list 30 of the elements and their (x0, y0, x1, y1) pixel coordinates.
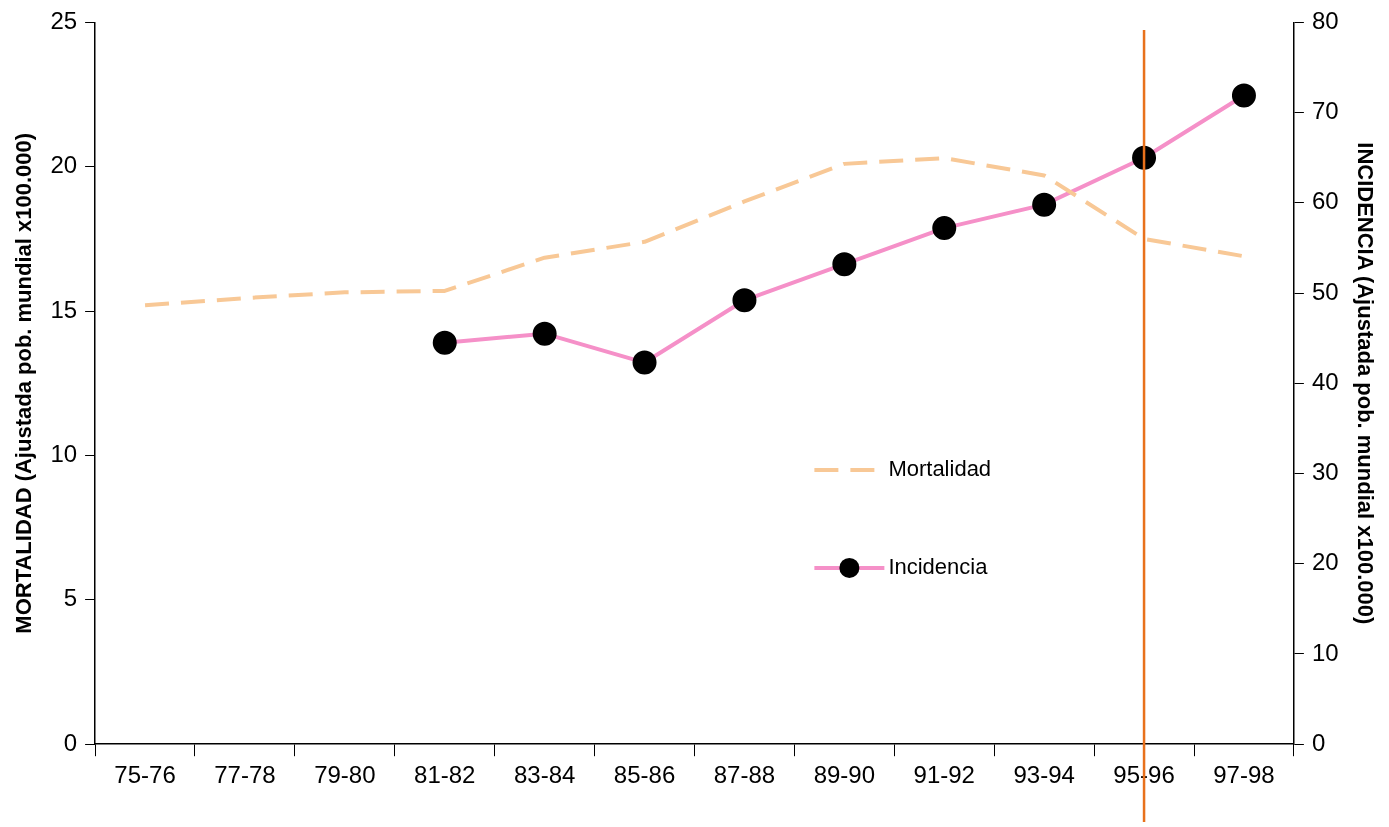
y2-tick-label: 50 (1311, 277, 1339, 305)
y-tick-label: 20 (50, 151, 78, 179)
y2-tick-label: 40 (1311, 367, 1339, 395)
x-tick-label: 91-92 (913, 761, 975, 789)
x-tick-label: 89-90 (813, 761, 876, 789)
legend-label: Mortalidad (888, 455, 992, 481)
x-tick-label: 87-88 (713, 761, 776, 789)
x-tick-label: 97-98 (1213, 761, 1275, 789)
x-tick-label: 81-82 (414, 761, 476, 789)
y-tick-label: 10 (50, 440, 78, 468)
y-tick-label: 15 (50, 295, 78, 323)
x-tick-label: 77-78 (214, 761, 276, 789)
y2-tick-label: 80 (1311, 7, 1339, 35)
y-axis-title: MORTALIDAD (Ajustada pob. mundial x100.000) (11, 132, 37, 634)
x-tick-label: 83-84 (513, 761, 576, 789)
x-tick-label: 85-86 (613, 761, 676, 789)
x-tick-label: 93-94 (1013, 761, 1075, 789)
x-tick-label: 75-76 (114, 761, 176, 789)
y2-tick-label: 70 (1311, 97, 1339, 125)
legend-label: Incidencia (888, 553, 989, 579)
y2-tick-label: 10 (1311, 638, 1339, 666)
y2-tick-label: 30 (1311, 458, 1339, 486)
x-tick-label: 79-80 (314, 761, 376, 789)
y2-tick-label: 20 (1311, 548, 1339, 576)
y-tick-label: 0 (63, 728, 78, 756)
y2-axis-title: INCIDENCIA (Ajustada pob. mundial x100.000) (1352, 142, 1378, 625)
y2-tick-label: 0 (1311, 728, 1326, 756)
y-tick-label: 5 (63, 584, 78, 612)
y-tick-label: 25 (50, 7, 78, 35)
y2-tick-label: 60 (1311, 187, 1339, 215)
